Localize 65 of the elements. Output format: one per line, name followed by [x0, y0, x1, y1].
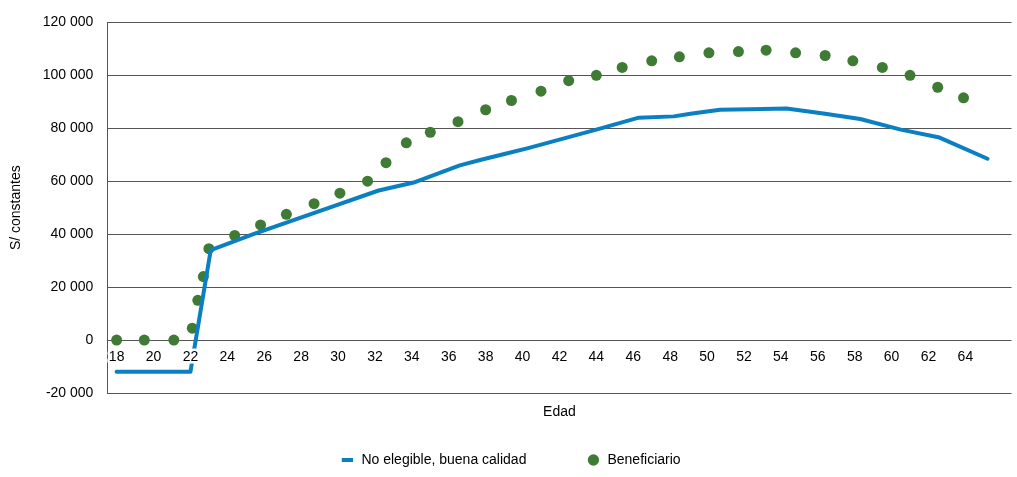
- y-tick-label: 120 000: [42, 13, 94, 30]
- x-tick-label: 42: [551, 347, 568, 364]
- point: [904, 69, 916, 81]
- point: [790, 47, 802, 59]
- point: [505, 94, 517, 106]
- point: [958, 92, 970, 104]
- point: [334, 187, 346, 199]
- x-tick-label: 36: [440, 347, 457, 364]
- point: [480, 104, 492, 116]
- point: [732, 46, 744, 58]
- x-tick-label: 54: [773, 347, 789, 364]
- point: [280, 208, 292, 220]
- point: [111, 334, 123, 346]
- point: [452, 116, 464, 128]
- point: [616, 61, 628, 73]
- x-tick-label: 20: [145, 347, 162, 364]
- y-tick-label: 20 000: [50, 277, 94, 294]
- x-tick-label: 44: [588, 347, 605, 364]
- y-tick-label: 100 000: [42, 66, 94, 83]
- point: [819, 49, 831, 61]
- point: [673, 51, 685, 63]
- point: [168, 334, 180, 346]
- point: [590, 69, 602, 81]
- x-axis-title: Edad: [543, 402, 576, 419]
- x-tick-label: 56: [809, 347, 826, 364]
- legend-label: No elegible, buena calidad: [361, 450, 527, 467]
- point: [646, 55, 658, 67]
- x-tick-label: 30: [330, 347, 347, 364]
- legend-label: Beneficiario: [607, 450, 681, 467]
- y-tick-label: -20 000: [45, 383, 94, 400]
- x-tick-label: 60: [883, 347, 900, 364]
- point: [424, 126, 436, 138]
- x-tick-label: 32: [367, 347, 383, 364]
- point: [932, 81, 944, 93]
- y-tick-label: 40 000: [50, 225, 94, 242]
- x-tick-label: 50: [699, 347, 716, 364]
- point: [847, 55, 859, 67]
- x-tick-label: 40: [514, 347, 531, 364]
- point: [760, 44, 772, 56]
- x-tick-label: 38: [477, 347, 494, 364]
- x-tick-label: 18: [108, 347, 125, 364]
- x-tick-label: 48: [662, 347, 679, 364]
- y-axis-title: S/ constantes: [7, 165, 24, 251]
- point: [400, 137, 412, 149]
- point: [255, 219, 267, 231]
- x-tick-label: 34: [404, 347, 420, 364]
- point: [138, 334, 150, 346]
- x-tick-label: 24: [219, 347, 236, 364]
- point: [380, 157, 392, 169]
- point: [876, 61, 888, 73]
- x-tick-label: 26: [256, 347, 273, 364]
- y-tick-label: 60 000: [50, 172, 94, 189]
- point: [563, 75, 575, 87]
- point: [362, 175, 374, 187]
- x-tick-label: 62: [920, 347, 937, 364]
- y-tick-label: 0: [85, 330, 94, 347]
- x-tick-label: 64: [957, 347, 974, 364]
- point: [703, 47, 715, 59]
- x-tick-label: 52: [736, 347, 752, 364]
- point: [535, 85, 547, 97]
- x-tick-label: 58: [846, 347, 863, 364]
- y-tick-label: 80 000: [50, 119, 94, 136]
- point: [308, 198, 320, 210]
- x-tick-label: 46: [625, 347, 642, 364]
- x-tick-label: 28: [293, 347, 310, 364]
